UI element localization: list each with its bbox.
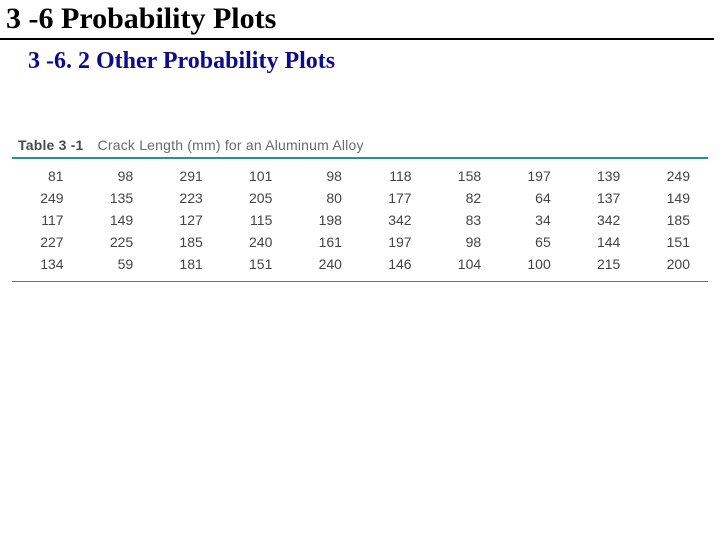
table-cell: 181 bbox=[151, 253, 221, 275]
table-cell: 146 bbox=[360, 253, 430, 275]
table-cell: 185 bbox=[151, 231, 221, 253]
table-cell: 64 bbox=[499, 187, 569, 209]
table-cell: 59 bbox=[82, 253, 152, 275]
table-cell: 83 bbox=[430, 209, 500, 231]
table-cell: 249 bbox=[12, 187, 82, 209]
table-row: 819829110198118158197139249 bbox=[12, 165, 708, 187]
slide-page: 3 -6 Probability Plots 3 -6. 2 Other Pro… bbox=[0, 0, 720, 540]
data-table-body: 8198291101981181581971392492491352232058… bbox=[12, 165, 708, 275]
table-region: Table 3 -1 Crack Length (mm) for an Alum… bbox=[12, 137, 708, 282]
table-cell: 223 bbox=[151, 187, 221, 209]
table-cell: 158 bbox=[430, 165, 500, 187]
table-cell: 144 bbox=[569, 231, 639, 253]
table-cell: 104 bbox=[430, 253, 500, 275]
table-cell: 139 bbox=[569, 165, 639, 187]
table-cell: 205 bbox=[221, 187, 291, 209]
subsection-heading: 3 -6. 2 Other Probability Plots bbox=[0, 40, 720, 75]
table-cell: 342 bbox=[569, 209, 639, 231]
table-cell: 198 bbox=[290, 209, 360, 231]
section-heading: 3 -6 Probability Plots bbox=[0, 2, 714, 40]
table-cell: 200 bbox=[638, 253, 708, 275]
table-cell: 177 bbox=[360, 187, 430, 209]
table-cell: 34 bbox=[499, 209, 569, 231]
table-cell: 118 bbox=[360, 165, 430, 187]
data-table: 8198291101981181581971392492491352232058… bbox=[12, 165, 708, 275]
table-cell: 98 bbox=[430, 231, 500, 253]
table-cell: 151 bbox=[221, 253, 291, 275]
main-heading-wrap: 3 -6 Probability Plots bbox=[0, 0, 720, 40]
table-number-label: Table 3 -1 bbox=[18, 137, 84, 153]
table-cell: 197 bbox=[360, 231, 430, 253]
table-cell: 161 bbox=[290, 231, 360, 253]
table-cell: 342 bbox=[360, 209, 430, 231]
table-cell: 100 bbox=[499, 253, 569, 275]
table-cell: 291 bbox=[151, 165, 221, 187]
table-cell: 127 bbox=[151, 209, 221, 231]
table-cell: 137 bbox=[569, 187, 639, 209]
table-cell: 115 bbox=[221, 209, 291, 231]
table-cell: 240 bbox=[290, 253, 360, 275]
table-row: 13459181151240146104100215200 bbox=[12, 253, 708, 275]
table-cell: 249 bbox=[638, 165, 708, 187]
table-cell: 134 bbox=[12, 253, 82, 275]
table-cell: 81 bbox=[12, 165, 82, 187]
table-header-row: Table 3 -1 Crack Length (mm) for an Alum… bbox=[12, 137, 708, 157]
table-cell: 135 bbox=[82, 187, 152, 209]
table-cell: 98 bbox=[290, 165, 360, 187]
table-bottom-rule bbox=[12, 281, 708, 282]
table-cell: 240 bbox=[221, 231, 291, 253]
table-row: 249135223205801778264137149 bbox=[12, 187, 708, 209]
table-cell: 149 bbox=[82, 209, 152, 231]
table-cell: 117 bbox=[12, 209, 82, 231]
table-cell: 215 bbox=[569, 253, 639, 275]
table-cell: 101 bbox=[221, 165, 291, 187]
table-cell: 227 bbox=[12, 231, 82, 253]
table-cell: 197 bbox=[499, 165, 569, 187]
table-cell: 80 bbox=[290, 187, 360, 209]
table-cell: 149 bbox=[638, 187, 708, 209]
table-cell: 151 bbox=[638, 231, 708, 253]
table-row: 2272251852401611979865144151 bbox=[12, 231, 708, 253]
table-cell: 98 bbox=[82, 165, 152, 187]
table-caption: Crack Length (mm) for an Aluminum Alloy bbox=[98, 137, 364, 153]
table-top-rule bbox=[12, 157, 708, 159]
table-cell: 65 bbox=[499, 231, 569, 253]
table-cell: 82 bbox=[430, 187, 500, 209]
table-row: 1171491271151983428334342185 bbox=[12, 209, 708, 231]
table-cell: 185 bbox=[638, 209, 708, 231]
table-cell: 225 bbox=[82, 231, 152, 253]
